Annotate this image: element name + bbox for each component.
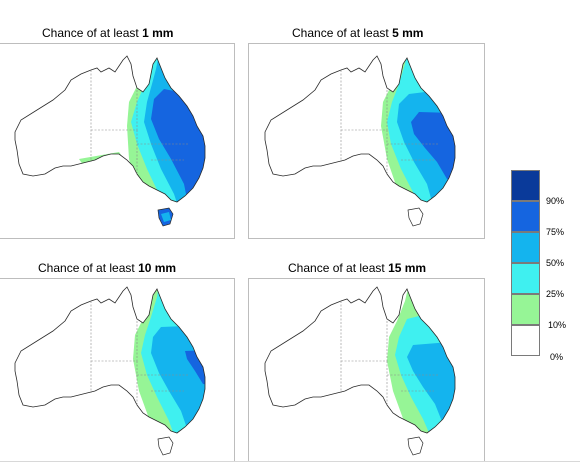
legend-swatch-0-10 — [511, 325, 540, 356]
legend-swatch-50-75 — [511, 232, 540, 263]
legend-swatch-90-100 — [511, 170, 540, 201]
rain-probability-shading-15mm — [387, 287, 455, 433]
australia-map-1mm — [14, 55, 206, 227]
map-frame-10mm — [0, 278, 235, 462]
map-title-15mm: Chance of at least 15 mm — [288, 261, 427, 275]
legend-label-25: 25% — [546, 289, 565, 299]
map-title-1mm: Chance of at least 1 mm — [42, 26, 174, 40]
legend-label-90: 90% — [546, 196, 565, 206]
legend-label-75: 75% — [546, 227, 565, 237]
map-frame-1mm — [0, 43, 235, 239]
australia-map-5mm — [264, 55, 456, 227]
map-frame-15mm — [248, 278, 485, 462]
australia-map-15mm — [264, 286, 456, 456]
state-borders-10mm — [90, 301, 189, 405]
state-borders-5mm — [340, 70, 439, 174]
rain-probability-shading-10mm — [133, 287, 205, 433]
map-title-5mm: Chance of at least 5 mm — [292, 26, 424, 40]
state-borders-15mm — [340, 301, 439, 405]
legend-swatch-25-50 — [511, 263, 540, 294]
tasmania-10mm — [157, 436, 174, 456]
legend-label-10: 10% — [548, 320, 567, 330]
map-frame-5mm — [248, 43, 485, 239]
rain-probability-shading-1mm — [79, 56, 205, 202]
coastline-1mm — [14, 55, 206, 203]
state-borders-1mm — [90, 70, 189, 174]
legend-swatch-75-90 — [511, 201, 540, 232]
tasmania-5mm — [407, 207, 424, 227]
legend-swatch-10-25 — [511, 294, 540, 325]
coastline-15mm — [264, 286, 456, 434]
map-title-10mm: Chance of at least 10 mm — [38, 261, 177, 275]
tasmania-15mm — [407, 436, 424, 456]
bottom-divider — [0, 461, 580, 462]
coastline-10mm — [14, 286, 206, 434]
rain-probability-shading-5mm — [381, 56, 455, 202]
australia-map-10mm — [14, 286, 206, 456]
legend-label-0: 0% — [550, 352, 564, 362]
coastline-5mm — [264, 55, 456, 203]
legend-label-50: 50% — [546, 258, 565, 268]
